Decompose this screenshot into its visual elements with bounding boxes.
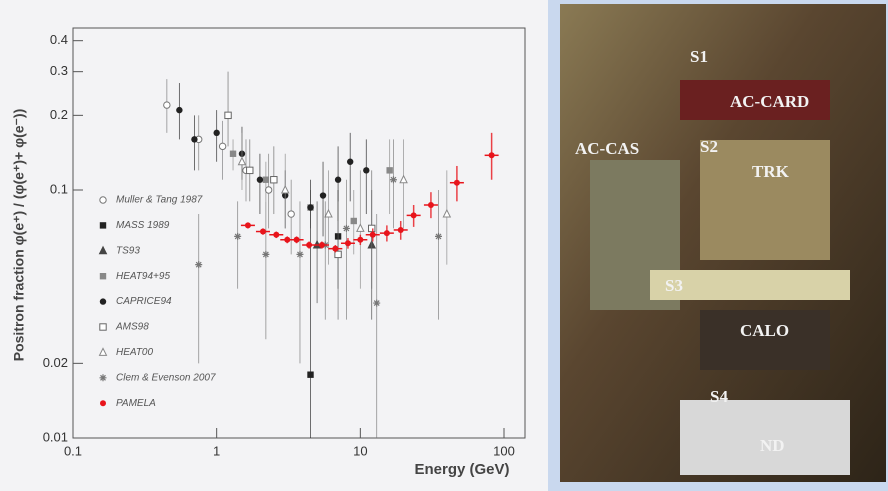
legend-label: MASS 1989 (116, 220, 170, 231)
marker (332, 246, 338, 252)
legend-label: AMS98 (115, 322, 149, 333)
y-axis-label: Positron fraction φ(e⁺) / (φ(e⁺)+ φ(e⁻)) (11, 109, 27, 362)
marker (343, 225, 350, 232)
marker (257, 177, 263, 183)
chart-panel (0, 0, 548, 491)
photo-label: ND (760, 436, 785, 455)
marker (100, 222, 106, 228)
marker (225, 112, 231, 118)
marker (100, 374, 107, 381)
page: Energy (GeV) Positron fraction φ(e⁺) / (… (0, 0, 888, 491)
marker (234, 233, 241, 240)
marker (247, 167, 253, 173)
slide: Energy (GeV) Positron fraction φ(e⁺) / (… (0, 0, 888, 491)
x-tick-label: 100 (493, 443, 515, 458)
marker (398, 227, 404, 233)
photo-label: AC-CAS (575, 139, 639, 158)
marker (284, 237, 290, 243)
marker (100, 400, 106, 406)
y-tick-label: 0.02 (43, 355, 68, 370)
marker (347, 159, 353, 165)
y-tick-label: 0.01 (43, 429, 68, 444)
marker (219, 143, 225, 149)
marker (195, 261, 202, 268)
marker (435, 233, 442, 240)
marker (288, 211, 294, 217)
marker (370, 232, 376, 238)
marker (411, 212, 417, 218)
x-tick-label: 0.1 (64, 443, 82, 458)
legend-label: PAMELA (116, 398, 156, 409)
marker (369, 225, 375, 231)
marker (260, 229, 266, 235)
marker (306, 242, 312, 248)
x-tick-label: 10 (353, 443, 367, 458)
marker (351, 218, 357, 224)
photo-label: S1 (690, 47, 708, 66)
marker (245, 222, 251, 228)
legend-label: HEAT00 (116, 347, 153, 358)
y-tick-label: 0.1 (50, 181, 68, 196)
marker (262, 251, 269, 258)
marker (294, 237, 300, 243)
marker (307, 371, 313, 377)
marker (100, 324, 106, 330)
marker (100, 298, 106, 304)
photo-label: S4 (710, 387, 728, 406)
y-tick-label: 0.3 (50, 63, 68, 78)
y-tick-label: 0.2 (50, 107, 68, 122)
marker (335, 177, 341, 183)
marker (345, 240, 351, 246)
marker (271, 177, 277, 183)
marker (230, 151, 236, 157)
legend-label: CAPRICE94 (116, 296, 172, 307)
calo-block (700, 310, 830, 370)
marker (363, 167, 369, 173)
marker (273, 232, 279, 238)
x-axis-label: Energy (GeV) (414, 461, 509, 478)
marker (176, 107, 182, 113)
legend-label: HEAT94+95 (116, 271, 170, 282)
marker (428, 202, 434, 208)
legend-label: TS93 (116, 245, 140, 256)
tracker-block (700, 140, 830, 260)
marker (454, 180, 460, 186)
marker (384, 230, 390, 236)
y-tick-label: 0.4 (50, 32, 68, 47)
marker (307, 204, 313, 210)
marker (386, 167, 392, 173)
marker (357, 237, 363, 243)
marker (320, 192, 326, 198)
photo (560, 4, 886, 482)
marker (213, 130, 219, 136)
marker (319, 242, 325, 248)
marker (489, 152, 495, 158)
marker (164, 102, 170, 108)
x-tick-label: 1 (213, 443, 220, 458)
marker (100, 273, 106, 279)
photo-label: CALO (740, 321, 789, 340)
photo-label: AC-CARD (730, 92, 809, 111)
marker (265, 187, 271, 193)
marker (296, 251, 303, 258)
legend-label: Clem & Evenson 2007 (116, 372, 216, 383)
marker (100, 197, 106, 203)
marker (263, 177, 269, 183)
marker (191, 136, 197, 142)
marker (390, 176, 397, 183)
photo-label: TRK (752, 162, 790, 181)
marker (373, 300, 380, 307)
photo-label: S3 (665, 276, 683, 295)
photo-label: S2 (700, 137, 718, 156)
legend-label: Muller & Tang 1987 (116, 195, 203, 206)
